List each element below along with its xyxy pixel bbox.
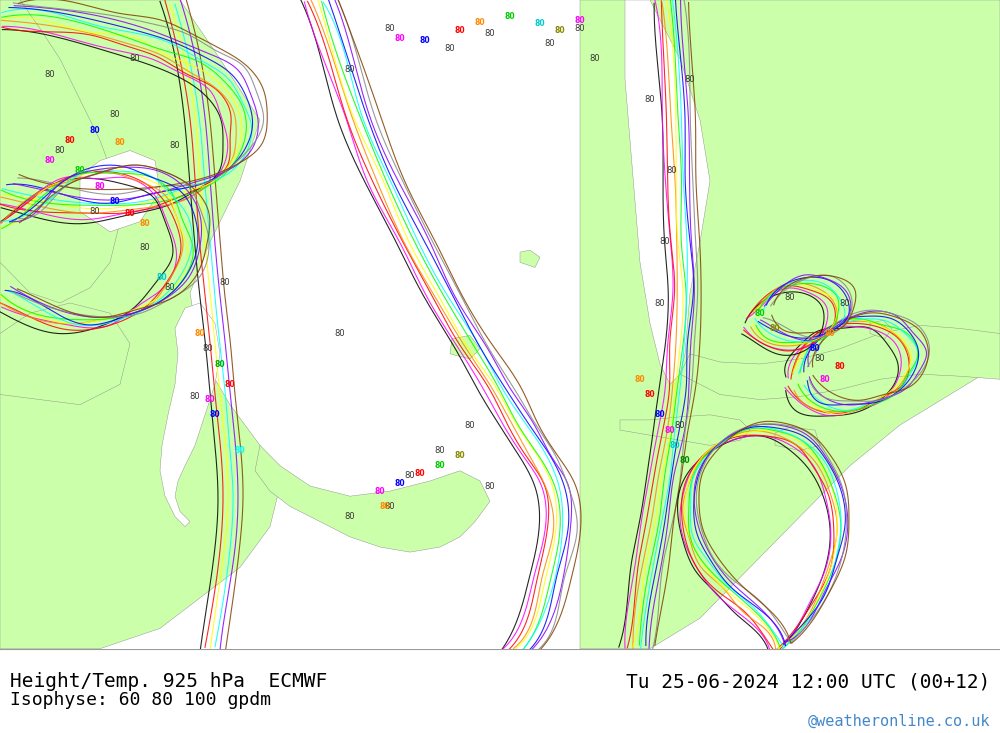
Text: Height/Temp. 925 hPa  ECMWF: Height/Temp. 925 hPa ECMWF [10, 672, 327, 691]
Text: 80: 80 [555, 26, 565, 35]
Polygon shape [0, 0, 120, 303]
Polygon shape [255, 446, 490, 552]
Text: 80: 80 [455, 26, 465, 35]
Text: 80: 80 [205, 395, 215, 404]
Text: 80: 80 [485, 482, 495, 490]
Text: 80: 80 [140, 243, 150, 251]
Text: 80: 80 [655, 298, 665, 308]
Text: 80: 80 [157, 273, 167, 282]
Text: 80: 80 [535, 19, 545, 28]
Text: 80: 80 [115, 138, 125, 147]
Text: 80: 80 [655, 410, 665, 419]
Text: 80: 80 [435, 461, 445, 470]
Text: 80: 80 [220, 278, 230, 287]
Text: 80: 80 [130, 54, 140, 64]
Text: 80: 80 [90, 207, 100, 216]
Text: 80: 80 [505, 12, 515, 21]
Polygon shape [680, 325, 1000, 399]
Text: 80: 80 [770, 324, 780, 333]
Text: 80: 80 [825, 329, 835, 338]
Text: 80: 80 [660, 237, 670, 246]
Text: 80: 80 [195, 329, 205, 338]
Text: 80: 80 [665, 426, 675, 435]
Text: 80: 80 [420, 36, 430, 45]
Text: 80: 80 [235, 446, 245, 455]
Text: 80: 80 [485, 29, 495, 38]
Text: 80: 80 [225, 380, 235, 388]
Text: 80: 80 [90, 125, 100, 135]
Polygon shape [80, 150, 160, 232]
Text: 80: 80 [45, 156, 55, 165]
Text: 80: 80 [590, 54, 600, 64]
Text: 80: 80 [685, 75, 695, 84]
Text: 80: 80 [110, 111, 120, 119]
Text: 80: 80 [203, 345, 213, 353]
Polygon shape [160, 303, 220, 527]
Text: 80: 80 [575, 24, 585, 33]
Text: 80: 80 [345, 65, 355, 73]
Text: 80: 80 [635, 375, 645, 384]
Text: 80: 80 [125, 209, 135, 218]
Text: 80: 80 [375, 487, 385, 496]
Text: 80: 80 [170, 141, 180, 150]
Text: 80: 80 [395, 34, 405, 43]
Text: 80: 80 [455, 451, 465, 460]
Text: 80: 80 [840, 298, 850, 308]
Text: 80: 80 [140, 219, 150, 228]
Text: 80: 80 [545, 40, 555, 48]
Text: 80: 80 [45, 70, 55, 78]
Text: 80: 80 [815, 355, 825, 364]
Text: 80: 80 [165, 283, 175, 292]
Polygon shape [620, 415, 750, 446]
Text: @weatheronline.co.uk: @weatheronline.co.uk [808, 714, 990, 729]
Polygon shape [520, 250, 540, 268]
Text: 80: 80 [680, 456, 690, 465]
Polygon shape [580, 0, 1000, 649]
Text: 80: 80 [395, 479, 405, 488]
Text: 80: 80 [465, 421, 475, 430]
Text: 80: 80 [475, 18, 485, 27]
Text: 80: 80 [405, 471, 415, 480]
Text: 80: 80 [575, 16, 585, 25]
Text: 80: 80 [345, 512, 355, 521]
Polygon shape [775, 427, 820, 451]
Text: 80: 80 [810, 345, 820, 353]
Text: 80: 80 [820, 375, 830, 384]
Text: 80: 80 [645, 95, 655, 104]
Polygon shape [870, 320, 892, 339]
Polygon shape [0, 303, 130, 405]
Text: 80: 80 [55, 146, 65, 155]
Text: 80: 80 [667, 166, 677, 175]
Text: 80: 80 [675, 421, 685, 430]
Text: 80: 80 [835, 361, 845, 371]
Text: 80: 80 [65, 136, 75, 145]
Text: 80: 80 [645, 390, 655, 399]
Text: 80: 80 [385, 24, 395, 33]
Text: 80: 80 [110, 197, 120, 206]
Text: 80: 80 [215, 359, 225, 369]
Text: 80: 80 [190, 392, 200, 401]
Text: 80: 80 [210, 410, 220, 419]
Text: 80: 80 [385, 502, 395, 511]
Polygon shape [625, 0, 710, 384]
Text: 80: 80 [435, 446, 445, 455]
Polygon shape [0, 0, 280, 649]
Text: 80: 80 [335, 329, 345, 338]
Text: 80: 80 [95, 182, 105, 191]
Text: 80: 80 [785, 293, 795, 303]
Text: Isophyse: 60 80 100 gpdm: Isophyse: 60 80 100 gpdm [10, 691, 271, 710]
Text: Tu 25-06-2024 12:00 UTC (00+12): Tu 25-06-2024 12:00 UTC (00+12) [626, 672, 990, 691]
Text: 80: 80 [75, 166, 85, 175]
Text: 80: 80 [755, 309, 765, 317]
Polygon shape [450, 336, 480, 359]
Text: 80: 80 [670, 441, 680, 450]
Text: 80: 80 [415, 469, 425, 479]
Text: 80: 80 [380, 502, 390, 511]
Text: 80: 80 [445, 44, 455, 54]
